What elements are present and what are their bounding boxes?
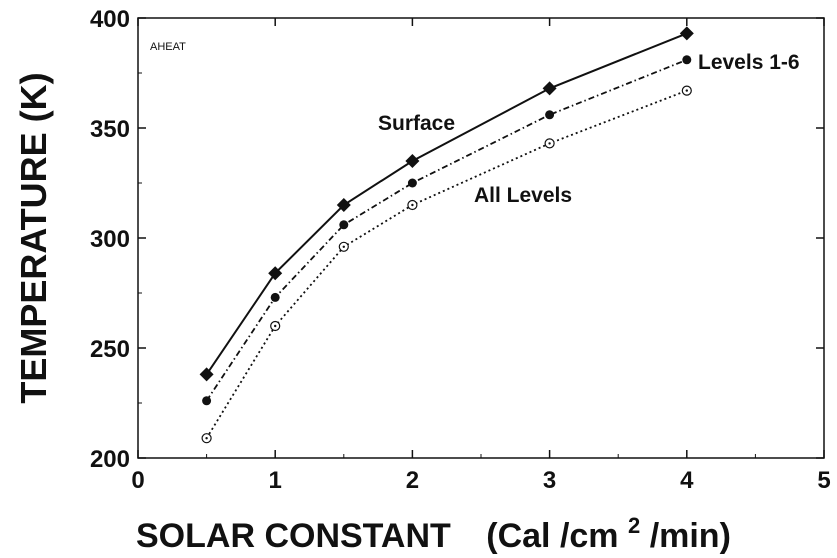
data-point: [339, 220, 349, 230]
annotation-all-levels: All Levels: [474, 184, 572, 207]
y-tick-label: 250: [90, 336, 130, 363]
corner-label: AHEAT: [150, 41, 186, 53]
data-point-center: [411, 203, 414, 207]
data-point: [405, 154, 420, 168]
x-axis-title-main: SOLAR CONSTANT: [136, 517, 451, 555]
x-tick-label: 3: [543, 467, 556, 494]
x-tick-label: 1: [269, 467, 282, 494]
data-point: [268, 266, 283, 281]
x-axis-title-unit-pre: (Cal /cm: [486, 517, 618, 555]
data-point-center: [274, 324, 277, 328]
y-tick-label: 350: [90, 116, 130, 143]
x-tick-label: 4: [680, 467, 694, 494]
series-surface: [199, 26, 694, 382]
data-point: [407, 178, 417, 188]
series-layer: [199, 26, 694, 444]
series-levels-1-6: [202, 55, 692, 406]
data-point: [199, 367, 214, 382]
data-point: [542, 81, 557, 96]
x-axis-title-unit-sup: 2: [628, 513, 640, 538]
series-line: [205, 89, 688, 439]
annotation-surface: Surface: [378, 112, 455, 135]
x-tick-label: 5: [817, 467, 830, 494]
data-point: [545, 110, 555, 120]
x-axis-title: SOLAR CONSTANT (Cal /cm 2 /min): [136, 503, 731, 555]
data-point-center: [342, 245, 345, 248]
series-line: [205, 32, 688, 375]
data-point: [682, 55, 692, 65]
x-tick-label: 2: [406, 467, 419, 494]
x-tick-label: 0: [131, 467, 144, 494]
y-tick-label: 300: [90, 226, 130, 253]
y-tick-label: 400: [90, 6, 130, 33]
y-tick-label: 200: [90, 446, 130, 473]
y-axis-title: TEMPERATURE (K): [13, 72, 54, 403]
data-point: [336, 198, 351, 212]
data-point-center: [685, 89, 688, 92]
plot-frame: [137, 17, 825, 459]
axis-ticks: 0 1 2 3 4 5 200 250 300 350 400: [90, 6, 831, 494]
data-point-center: [205, 437, 208, 440]
data-point: [270, 292, 280, 302]
data-point: [679, 26, 694, 41]
data-point-center: [548, 142, 551, 145]
series-all-levels: [201, 85, 692, 444]
series-line: [205, 58, 688, 402]
data-point: [202, 396, 212, 406]
annotation-levels-1-6: Levels 1-6: [698, 51, 800, 74]
x-axis-title-unit-post: /min): [650, 517, 731, 555]
